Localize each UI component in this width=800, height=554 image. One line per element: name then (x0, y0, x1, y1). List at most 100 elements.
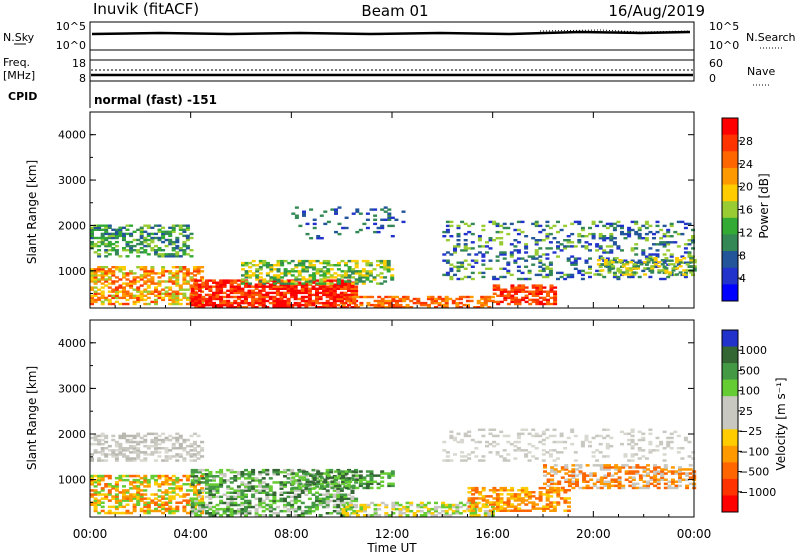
velocity-echo-cell (175, 436, 180, 440)
velocity-echo-cell (215, 495, 220, 499)
power-echo-cell (344, 216, 349, 219)
velocity-echo-cell (516, 432, 521, 436)
velocity-echo-cell (244, 512, 248, 515)
velocity-echo-cell (467, 505, 472, 508)
power-echo-cell (343, 293, 348, 297)
velocity-echo-cell (175, 453, 180, 456)
power-echo-cell (301, 268, 306, 271)
power-echo-cell (442, 235, 447, 238)
power-echo-cell (634, 261, 639, 264)
power-echo-cell (93, 226, 98, 229)
power-echo-cell (182, 234, 187, 238)
power-echo-cell (305, 266, 309, 269)
power-echo-cell (279, 293, 284, 297)
power-echo-cell (294, 266, 299, 269)
power-echo-cell (97, 236, 102, 240)
power-colorbar-tick-label: 28 (739, 135, 753, 148)
velocity-echo-cell (550, 468, 555, 471)
power-echo-cell (307, 299, 312, 303)
power-echo-cell (258, 295, 263, 299)
velocity-echo-cell (268, 503, 273, 507)
velocity-echo-cell (666, 444, 671, 448)
velocity-echo-cell (564, 480, 569, 483)
power-echo-cell (387, 214, 392, 217)
power-echo-cell (358, 280, 363, 283)
velocity-echo-cell (111, 485, 116, 488)
power-echo-cell (419, 301, 424, 305)
power-echo-cell (294, 264, 299, 267)
power-echo-cell (541, 267, 546, 270)
velocity-echo-cell (189, 459, 194, 462)
velocity-echo-cell (150, 509, 155, 513)
power-echo-cell (683, 271, 688, 275)
power-echo-cell (122, 234, 126, 238)
velocity-echo-cell (90, 489, 94, 492)
power-echo-cell (122, 296, 126, 300)
power-echo-cell (339, 297, 344, 301)
power-echo-cell (276, 268, 281, 271)
power-echo-cell (520, 271, 525, 275)
power-echo-cell (458, 301, 463, 305)
power-echo-cell (146, 272, 151, 275)
velocity-echo-cell (251, 473, 256, 476)
power-echo-cell (538, 290, 543, 293)
velocity-echo-cell (100, 497, 105, 500)
velocity-echo-cell (201, 477, 206, 480)
power-echo-cell (122, 268, 126, 271)
power-echo-cell (329, 291, 334, 295)
velocity-echo-cell (624, 464, 629, 467)
power-echo-cell (531, 290, 536, 293)
velocity-echo-cell (607, 480, 611, 483)
velocity-echo-cell (93, 491, 98, 494)
velocity-echo-cell (329, 495, 334, 499)
power-echo-cell (171, 228, 176, 231)
power-echo-cell (548, 261, 553, 264)
power-echo-cell (182, 282, 187, 285)
power-echo-cell (240, 299, 245, 303)
velocity-echo-cell (197, 514, 202, 517)
velocity-echo-cell (524, 428, 529, 431)
velocity-echo-cell (204, 503, 209, 507)
power-echo-cell (290, 293, 295, 297)
power-echo-cell (197, 306, 202, 309)
power-echo-cell (332, 279, 337, 282)
power-echo-cell (161, 268, 166, 271)
velocity-echo-cell (143, 457, 148, 460)
power-echo-cell (363, 295, 367, 299)
power-echo-cell (254, 306, 259, 309)
power-echo-cell (451, 299, 456, 303)
power-echo-cell (669, 235, 674, 238)
velocity-echo-cell (680, 447, 685, 450)
velocity-echo-cell (603, 482, 608, 486)
power-echo-cell (376, 264, 380, 267)
power-echo-cell (591, 232, 596, 236)
velocity-echo-cell (185, 503, 190, 506)
velocity-echo-cell (495, 493, 500, 496)
velocity-echo-cell (337, 484, 342, 488)
power-echo-cell (283, 274, 288, 277)
power-echo-cell (196, 268, 201, 271)
power-echo-cell (352, 297, 357, 301)
velocity-echo-cell (193, 447, 197, 450)
power-echo-cell (365, 226, 370, 230)
velocity-echo-cell (157, 495, 162, 498)
power-echo-cell (358, 276, 363, 279)
velocity-echo-cell (617, 470, 622, 473)
power-echo-cell (336, 278, 341, 281)
velocity-echo-cell (602, 436, 607, 440)
velocity-echo-cell (196, 453, 201, 456)
power-echo-cell (136, 286, 141, 289)
velocity-echo-cell (380, 476, 385, 479)
velocity-echo-cell (283, 475, 287, 478)
power-echo-cell (178, 286, 183, 289)
power-echo-cell (573, 245, 578, 248)
power-echo-cell (496, 288, 501, 291)
power-echo-cell (104, 251, 109, 254)
power-echo-cell (107, 224, 112, 227)
power-echo-cell (628, 261, 633, 264)
velocity-echo-cell (200, 509, 205, 513)
power-echo-cell (637, 261, 642, 264)
power-echo-cell (322, 270, 327, 273)
velocity-echo-cell (268, 485, 273, 488)
velocity-echo-cell (118, 434, 123, 438)
